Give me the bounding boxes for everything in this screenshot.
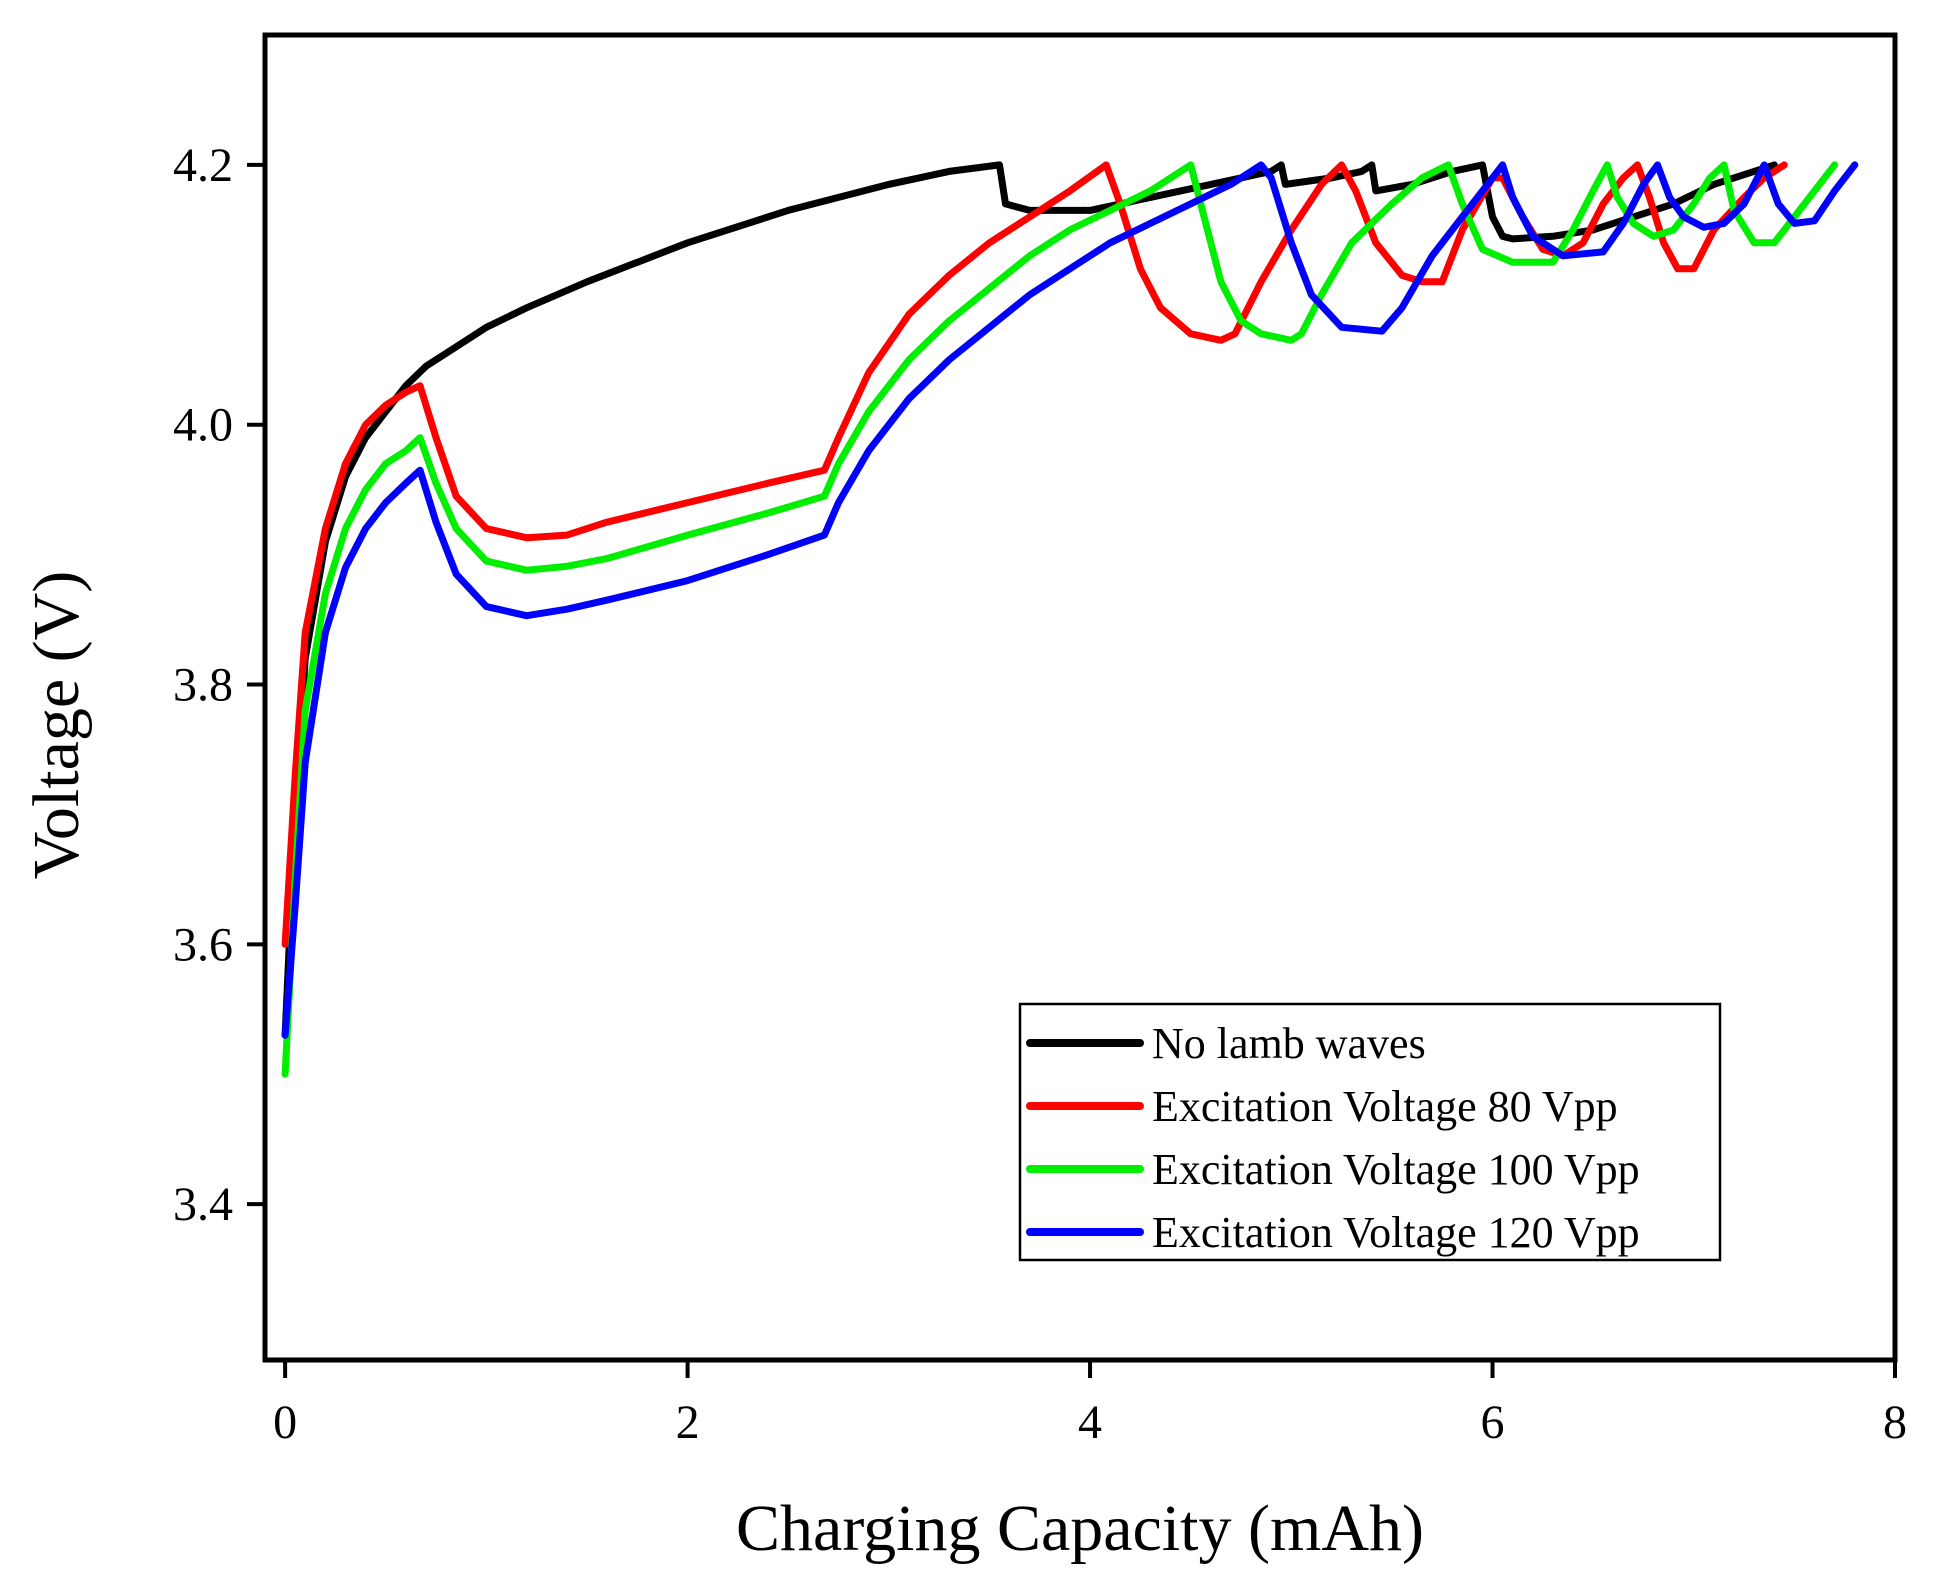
series-line-3 xyxy=(281,161,1859,1039)
legend-items: No lamb waves Excitation Voltage 80 Vpp Ex… xyxy=(1026,1019,1640,1257)
series-line-2 xyxy=(281,161,1839,1078)
legend-label-1: Excitation Voltage 80 Vpp xyxy=(1152,1082,1618,1131)
y-tick-label: 4.0 xyxy=(173,399,233,452)
legend-label-0: No lamb waves xyxy=(1152,1019,1426,1068)
y-tick-label: 3.6 xyxy=(173,918,233,971)
tick-layer: 0 2 4 6 8 3.4 3.6 3.8 4.0 4.2 xyxy=(173,139,1907,1449)
legend: No lamb waves Excitation Voltage 80 Vpp Ex… xyxy=(1018,1002,1722,1262)
x-axis-title: Charging Capacity (mAh) xyxy=(736,1492,1424,1565)
x-tick-label: 0 xyxy=(273,1396,297,1449)
y-tick-label: 3.4 xyxy=(173,1178,233,1231)
series-line-1 xyxy=(281,161,1788,948)
y-tick-label: 3.8 xyxy=(173,659,233,712)
x-tick-label: 8 xyxy=(1883,1396,1907,1449)
x-tick-label: 2 xyxy=(676,1396,700,1449)
y-axis-title: Voltage (V) xyxy=(20,571,93,880)
legend-label-2: Excitation Voltage 100 Vpp xyxy=(1152,1145,1640,1194)
y-tick-label: 4.2 xyxy=(173,139,233,192)
legend-label-3: Excitation Voltage 120 Vpp xyxy=(1152,1208,1640,1257)
plot-frame xyxy=(262,32,1898,1363)
x-tick-label: 4 xyxy=(1078,1396,1102,1449)
series-line-0 xyxy=(281,161,1778,1039)
x-tick-label: 6 xyxy=(1481,1396,1505,1449)
series-layer xyxy=(281,161,1859,1078)
